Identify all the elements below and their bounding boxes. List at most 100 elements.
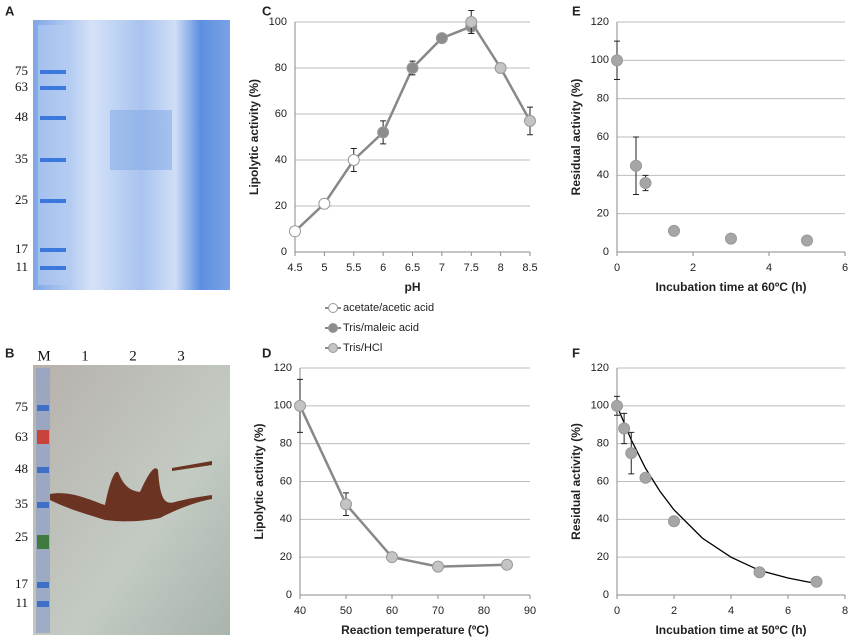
x-tick-label: 8.5 — [522, 262, 537, 274]
data-point — [639, 177, 652, 189]
marker-label: 17 — [15, 241, 29, 256]
panel-letter: B — [5, 345, 14, 360]
y-tick-label: 0 — [286, 589, 292, 601]
marker-label: 48 — [15, 461, 28, 476]
panel-letter: E — [572, 3, 581, 18]
y-tick-label: 60 — [597, 475, 609, 487]
data-point — [611, 54, 623, 67]
data-point — [639, 471, 652, 484]
x-tick-label: 4.5 — [287, 262, 302, 274]
data-point — [725, 232, 737, 245]
y-tick-label: 120 — [274, 362, 292, 374]
y-axis-label: Lipolytic activity (%) — [247, 79, 261, 195]
series-line — [298, 405, 508, 568]
data-point — [753, 566, 766, 579]
lane-label: 2 — [129, 348, 137, 364]
y-tick-label: 0 — [603, 589, 609, 601]
y-tick-label: 60 — [280, 475, 292, 487]
data-point — [668, 515, 680, 528]
y-tick-label: 60 — [597, 131, 609, 143]
y-tick-label: 20 — [280, 551, 292, 563]
data-point — [340, 498, 352, 511]
lane-label: 2 — [144, 4, 152, 20]
data-point — [386, 551, 398, 564]
y-tick-label: 100 — [591, 400, 609, 412]
marker-label: 17 — [15, 576, 29, 591]
data-point — [347, 154, 360, 166]
x-tick-label: 60 — [386, 605, 398, 617]
panel-letter: C — [262, 3, 272, 18]
marker-label: 11 — [15, 259, 28, 274]
panel-letter: A — [5, 3, 15, 18]
x-tick-label: 40 — [294, 605, 306, 617]
western-band — [50, 468, 212, 522]
y-tick-label: 0 — [281, 246, 287, 258]
legend-label: Tris/HCl — [343, 342, 382, 354]
series-connector — [352, 131, 384, 161]
lane-label: 1 — [93, 4, 101, 20]
data-point — [318, 197, 331, 210]
data-point — [801, 234, 813, 247]
x-axis-label: Incubation time at 60ºC (h) — [655, 280, 806, 294]
lane-label: 3 — [194, 4, 202, 20]
data-point — [406, 62, 419, 74]
x-axis-label: pH — [405, 280, 421, 294]
y-tick-label: 20 — [275, 200, 287, 212]
x-tick-label: 6 — [842, 262, 848, 274]
y-tick-label: 120 — [591, 16, 609, 28]
panel-letter: D — [262, 345, 271, 360]
marker-label: 48 — [15, 109, 28, 124]
legend-label: acetate/acetic acid — [343, 302, 434, 314]
data-point — [501, 558, 513, 571]
lane-label: 3 — [177, 348, 185, 364]
y-tick-label: 60 — [275, 108, 287, 120]
y-axis-label: Lipolytic activity (%) — [252, 423, 266, 539]
x-tick-label: 90 — [524, 605, 536, 617]
x-tick-label: 7 — [439, 262, 445, 274]
data-point — [618, 422, 631, 435]
y-tick-label: 80 — [597, 438, 609, 450]
data-point — [668, 224, 680, 237]
x-tick-label: 80 — [478, 605, 490, 617]
y-tick-label: 80 — [597, 93, 609, 105]
data-point — [289, 225, 301, 238]
ladder-bands — [37, 405, 49, 607]
x-tick-label: 7.5 — [464, 262, 479, 274]
lane-label: M — [37, 348, 50, 364]
y-tick-label: 100 — [591, 54, 609, 66]
ladder-lane — [38, 25, 68, 285]
x-tick-label: 8 — [498, 262, 504, 274]
legend-marker — [328, 323, 338, 333]
x-tick-label: 5.5 — [346, 262, 361, 274]
marker-label: 25 — [15, 192, 28, 207]
data-point — [625, 447, 638, 460]
data-point — [494, 62, 507, 74]
x-tick-label: 4 — [766, 262, 772, 274]
data-point — [630, 159, 642, 172]
fit-curve — [616, 405, 817, 585]
series-line — [381, 25, 472, 133]
y-tick-label: 80 — [275, 62, 287, 74]
y-tick-label: 40 — [597, 513, 609, 525]
panel-letter: F — [572, 345, 580, 360]
marker-label: 75 — [15, 63, 28, 78]
x-tick-label: 6 — [380, 262, 386, 274]
data-point — [810, 575, 823, 588]
data-point — [524, 114, 536, 127]
gel-band — [110, 110, 172, 170]
ladder-bands — [40, 70, 66, 270]
x-tick-label: 2 — [671, 605, 677, 617]
y-tick-label: 20 — [597, 551, 609, 563]
y-tick-label: 20 — [597, 208, 609, 220]
x-tick-label: 70 — [432, 605, 444, 617]
lane-label: 1 — [81, 348, 89, 364]
y-tick-label: 0 — [603, 246, 609, 258]
data-point — [435, 32, 448, 45]
data-point — [465, 16, 478, 28]
y-axis-label: Residual activity (%) — [569, 79, 583, 196]
x-tick-label: 6.5 — [405, 262, 420, 274]
marker-label: 35 — [15, 496, 28, 511]
western-band — [172, 461, 212, 471]
lane-label: M — [46, 4, 59, 20]
